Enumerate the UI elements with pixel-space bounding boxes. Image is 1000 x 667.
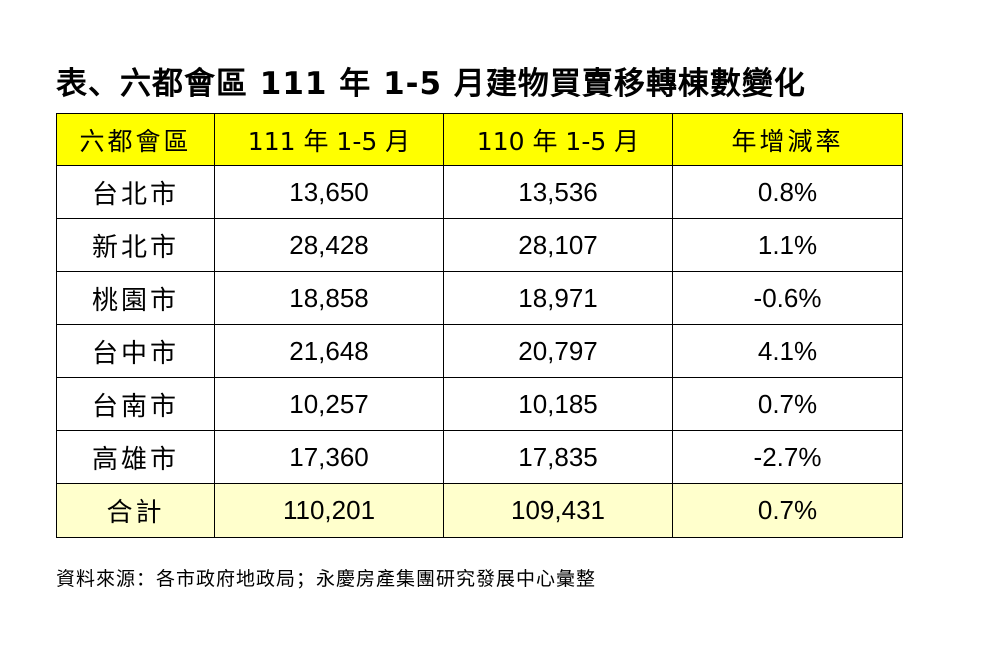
- cell-rate: -0.6%: [672, 271, 903, 325]
- table-total-row: 合計 110,201 109,431 0.7%: [56, 483, 903, 538]
- cell-region: 台南市: [56, 377, 215, 431]
- table-header-row: 六都會區 111 年 1-5 月 110 年 1-5 月 年增減率: [56, 113, 903, 166]
- cell-region: 台中市: [56, 324, 215, 378]
- table-row: 新北市 28,428 28,107 1.1%: [56, 218, 903, 272]
- cell-rate: 0.8%: [672, 165, 903, 219]
- cell-111: 17,360: [214, 430, 444, 484]
- source-note: 資料來源：各市政府地政局；永慶房產集團研究發展中心彙整: [56, 568, 597, 590]
- table-row: 桃園市 18,858 18,971 -0.6%: [56, 271, 903, 325]
- transfer-table: 六都會區 111 年 1-5 月 110 年 1-5 月 年增減率 台北市 13…: [56, 113, 903, 538]
- total-label: 合計: [56, 483, 215, 538]
- cell-111: 13,650: [214, 165, 444, 219]
- table-row: 台南市 10,257 10,185 0.7%: [56, 377, 903, 431]
- cell-region: 桃園市: [56, 271, 215, 325]
- total-111: 110,201: [214, 483, 444, 538]
- cell-111: 28,428: [214, 218, 444, 272]
- cell-rate: 4.1%: [672, 324, 903, 378]
- total-110: 109,431: [443, 483, 673, 538]
- cell-110: 10,185: [443, 377, 673, 431]
- total-rate: 0.7%: [672, 483, 903, 538]
- cell-110: 20,797: [443, 324, 673, 378]
- cell-region: 新北市: [56, 218, 215, 272]
- cell-rate: -2.7%: [672, 430, 903, 484]
- cell-rate: 1.1%: [672, 218, 903, 272]
- cell-111: 18,858: [214, 271, 444, 325]
- cell-111: 10,257: [214, 377, 444, 431]
- cell-111: 21,648: [214, 324, 444, 378]
- cell-region: 台北市: [56, 165, 215, 219]
- cell-110: 17,835: [443, 430, 673, 484]
- header-region: 六都會區: [56, 113, 215, 166]
- header-rate: 年增減率: [672, 113, 903, 166]
- page-title: 表、六都會區 111 年 1-5 月建物買賣移轉棟數變化: [56, 66, 806, 102]
- table-row: 台中市 21,648 20,797 4.1%: [56, 324, 903, 378]
- cell-110: 28,107: [443, 218, 673, 272]
- cell-rate: 0.7%: [672, 377, 903, 431]
- cell-110: 18,971: [443, 271, 673, 325]
- cell-110: 13,536: [443, 165, 673, 219]
- table-row: 高雄市 17,360 17,835 -2.7%: [56, 430, 903, 484]
- header-110: 110 年 1-5 月: [443, 113, 673, 166]
- table-row: 台北市 13,650 13,536 0.8%: [56, 165, 903, 219]
- header-111: 111 年 1-5 月: [214, 113, 444, 166]
- cell-region: 高雄市: [56, 430, 215, 484]
